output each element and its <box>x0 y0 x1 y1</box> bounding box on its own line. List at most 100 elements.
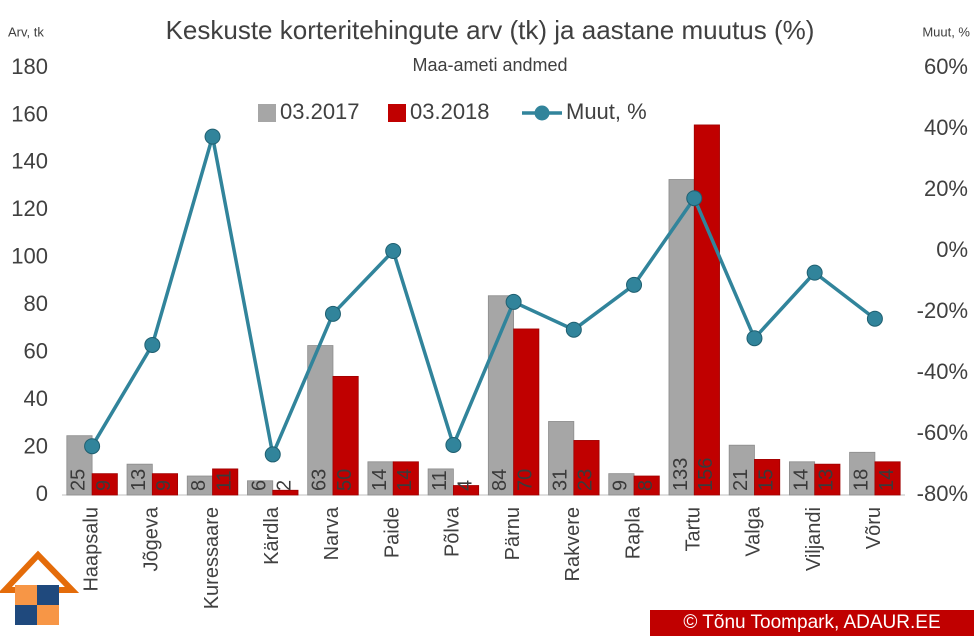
value-label: 13 <box>128 469 150 491</box>
value-label: 23 <box>575 469 597 491</box>
value-label: 14 <box>790 469 812 491</box>
line-marker <box>686 190 703 207</box>
y-axis-label: Arv, tk <box>8 24 44 39</box>
x-tick-label: Kärdla <box>261 506 283 565</box>
y-tick-label: 20 <box>24 433 48 458</box>
value-label: 9 <box>610 480 632 491</box>
bar <box>452 485 480 496</box>
value-label: 14 <box>876 469 898 491</box>
line <box>90 136 876 461</box>
bar <box>513 328 540 496</box>
value-label: 14 <box>394 469 416 491</box>
value-label: 18 <box>851 469 873 491</box>
x-tick-label: Tartu <box>683 507 705 551</box>
y-tick-label: 180 <box>11 54 48 79</box>
line-marker <box>84 438 101 455</box>
value-label: 14 <box>369 469 391 491</box>
y-tick-label: 160 <box>11 101 48 126</box>
y2-tick-label: -20% <box>917 298 968 323</box>
y-tick-label: 100 <box>11 244 48 269</box>
bar <box>693 124 720 496</box>
x-tick-label: Rakvere <box>562 507 584 581</box>
bar <box>212 468 239 496</box>
value-label: 15 <box>755 469 777 491</box>
value-label: 25 <box>68 469 90 491</box>
x-tick-label: Haapsalu <box>80 507 102 592</box>
value-label: 11 <box>213 470 235 491</box>
bar <box>788 461 816 496</box>
x-tick-label: Põlva <box>442 506 464 557</box>
line-marker <box>385 243 402 259</box>
bar <box>427 468 454 496</box>
logo <box>0 550 80 625</box>
legend-swatch <box>388 104 406 122</box>
bar <box>573 440 600 496</box>
value-label: 21 <box>730 469 752 491</box>
line-marker <box>626 276 643 293</box>
bar <box>814 463 841 496</box>
bar <box>247 480 274 496</box>
bar <box>487 295 515 496</box>
line-marker <box>505 293 522 310</box>
x-tick-label: Paide <box>381 507 403 558</box>
x-tick-label: Rapla <box>622 506 644 559</box>
bar <box>332 375 359 496</box>
x-tick-label: Jõgeva <box>141 506 163 571</box>
y-tick-label: 120 <box>11 196 48 221</box>
x-tick-label: Viljandi <box>803 507 825 571</box>
bar <box>272 489 299 496</box>
y2-axis-label: Muut, % <box>922 24 970 39</box>
value-label: 63 <box>309 469 331 491</box>
value-label: 8 <box>635 480 657 491</box>
value-label: 70 <box>515 469 537 491</box>
legend-swatch <box>258 104 276 122</box>
bar <box>668 179 695 496</box>
y-tick-label: 40 <box>24 386 48 411</box>
value-label: 156 <box>695 458 717 491</box>
y2-tick-label: 20% <box>924 176 968 201</box>
line-marker <box>144 336 161 353</box>
value-label: 2 <box>274 480 296 491</box>
y-tick-label: 0 <box>36 481 48 506</box>
line-marker <box>746 330 763 347</box>
line-marker <box>806 264 823 281</box>
y-tick-label: 80 <box>24 291 48 316</box>
value-label: 9 <box>93 480 115 491</box>
legend-label: Muut, % <box>566 99 647 124</box>
x-tick-label: Narva <box>321 506 343 560</box>
y2-tick-label: -40% <box>917 359 968 384</box>
value-label: 6 <box>248 480 270 491</box>
bar <box>633 475 660 496</box>
line-marker <box>264 446 281 463</box>
x-tick-label: Kuressaare <box>201 507 223 609</box>
legend-swatch <box>534 105 550 121</box>
legend-label: 03.2017 <box>280 99 360 124</box>
value-label: 8 <box>188 480 210 491</box>
legend-label: 03.2018 <box>410 99 490 124</box>
bar <box>874 461 901 496</box>
bar <box>392 461 419 496</box>
y-tick-label: 140 <box>11 149 48 174</box>
line-marker <box>866 310 883 327</box>
line-marker <box>445 436 462 453</box>
value-label: 31 <box>549 469 571 491</box>
value-label: 133 <box>670 458 692 491</box>
value-label: 9 <box>153 480 175 491</box>
bar <box>754 459 781 496</box>
bar <box>126 463 153 496</box>
chart-title: Keskuste korteritehingute arv (tk) ja aa… <box>166 15 815 45</box>
line-marker <box>204 128 221 145</box>
bar <box>91 473 118 496</box>
y-tick-label: 60 <box>24 338 48 363</box>
y2-tick-label: -60% <box>917 420 968 445</box>
value-label: 13 <box>816 469 838 491</box>
chart-subtitle: Maa-ameti andmed <box>412 55 567 75</box>
bar <box>151 473 179 496</box>
x-tick-label: Võru <box>863 507 885 549</box>
value-label: 4 <box>454 480 476 491</box>
line-marker <box>324 305 341 322</box>
credit: © Tõnu Toompark, ADAUR.EE <box>683 612 940 633</box>
y2-tick-label: 40% <box>924 115 968 140</box>
y2-tick-label: -80% <box>917 481 968 506</box>
